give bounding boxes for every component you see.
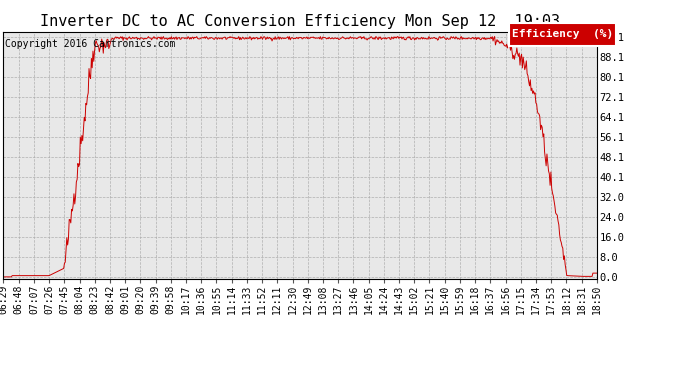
Text: Efficiency  (%): Efficiency (%) [512,29,613,39]
Text: Copyright 2016 Cartronics.com: Copyright 2016 Cartronics.com [5,39,175,49]
Title: Inverter DC to AC Conversion Efficiency Mon Sep 12  19:03: Inverter DC to AC Conversion Efficiency … [40,14,560,29]
